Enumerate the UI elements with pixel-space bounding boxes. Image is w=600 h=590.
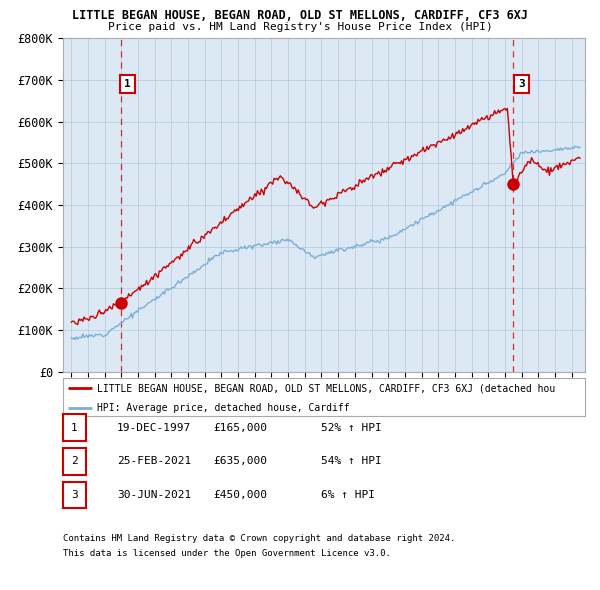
Text: Contains HM Land Registry data © Crown copyright and database right 2024.: Contains HM Land Registry data © Crown c… [63, 534, 455, 543]
Text: LITTLE BEGAN HOUSE, BEGAN ROAD, OLD ST MELLONS, CARDIFF, CF3 6XJ (detached hou: LITTLE BEGAN HOUSE, BEGAN ROAD, OLD ST M… [97, 384, 555, 394]
Text: 25-FEB-2021: 25-FEB-2021 [117, 457, 191, 466]
Text: 1: 1 [71, 423, 78, 432]
Text: £450,000: £450,000 [213, 490, 267, 500]
Text: 3: 3 [518, 79, 525, 89]
Text: 3: 3 [71, 490, 78, 500]
Text: 54% ↑ HPI: 54% ↑ HPI [321, 457, 382, 466]
Text: 30-JUN-2021: 30-JUN-2021 [117, 490, 191, 500]
Text: This data is licensed under the Open Government Licence v3.0.: This data is licensed under the Open Gov… [63, 549, 391, 558]
Text: 52% ↑ HPI: 52% ↑ HPI [321, 423, 382, 432]
Text: LITTLE BEGAN HOUSE, BEGAN ROAD, OLD ST MELLONS, CARDIFF, CF3 6XJ: LITTLE BEGAN HOUSE, BEGAN ROAD, OLD ST M… [72, 9, 528, 22]
Text: £165,000: £165,000 [213, 423, 267, 432]
Text: £635,000: £635,000 [213, 457, 267, 466]
Text: HPI: Average price, detached house, Cardiff: HPI: Average price, detached house, Card… [97, 402, 350, 412]
Text: 2: 2 [71, 457, 78, 466]
Text: 19-DEC-1997: 19-DEC-1997 [117, 423, 191, 432]
Text: Price paid vs. HM Land Registry's House Price Index (HPI): Price paid vs. HM Land Registry's House … [107, 22, 493, 32]
Text: 1: 1 [124, 79, 131, 89]
Text: 6% ↑ HPI: 6% ↑ HPI [321, 490, 375, 500]
